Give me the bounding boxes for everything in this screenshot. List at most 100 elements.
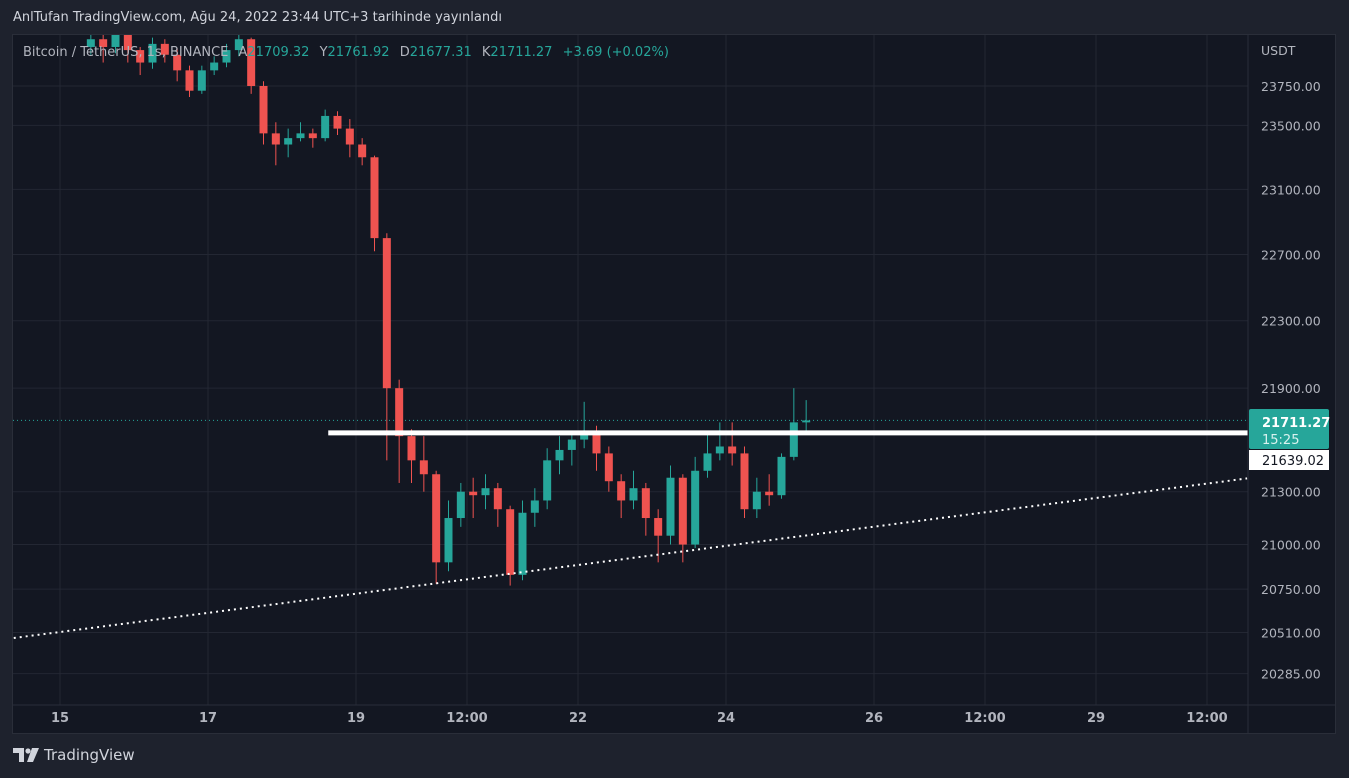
candle — [419, 436, 428, 492]
symbol-legend: Bitcoin / TetherUS, 1s, BINANCE A21709.3… — [23, 45, 669, 60]
candle — [284, 128, 293, 158]
line-price-tag — [1249, 450, 1329, 470]
last-price-tag — [1249, 409, 1329, 449]
candle-body — [123, 35, 132, 51]
candle — [530, 488, 539, 527]
candle-body — [382, 238, 391, 389]
candle — [111, 35, 120, 54]
candle — [666, 465, 675, 545]
candle — [456, 482, 465, 527]
candle — [259, 81, 268, 145]
candle-body — [604, 453, 613, 482]
currency-label: USDT — [1261, 43, 1296, 58]
candle-body — [148, 43, 157, 63]
candle-body — [86, 39, 95, 47]
candle-body — [419, 460, 428, 475]
candle-body — [740, 453, 749, 510]
candle — [432, 470, 441, 584]
candle-body — [99, 39, 108, 47]
candle — [765, 474, 774, 506]
time-tick-label: 12:00 — [446, 711, 487, 726]
candle-body — [666, 477, 675, 536]
price-tick-label: 21300.00 — [1261, 485, 1321, 500]
candle — [160, 39, 169, 63]
candle — [580, 401, 589, 449]
candle-body — [752, 491, 761, 510]
candle — [715, 422, 724, 461]
candle-body — [222, 50, 231, 63]
high-value: 21761.92 — [327, 45, 390, 60]
candle — [654, 509, 663, 563]
candle — [123, 35, 132, 63]
price-tick-label: 22700.00 — [1261, 247, 1321, 262]
candle — [308, 128, 317, 148]
candle-body — [481, 488, 490, 496]
trend-line — [13, 477, 1248, 639]
candle-body — [654, 518, 663, 536]
candle — [543, 448, 552, 510]
time-tick-label: 24 — [717, 711, 735, 726]
candle — [641, 482, 650, 536]
close-label: K — [481, 45, 491, 60]
candle — [506, 505, 515, 586]
candle-body — [789, 422, 798, 457]
candle-body — [407, 436, 416, 461]
change-value: +3.69 (+0.02%) — [562, 45, 669, 60]
candle — [197, 65, 206, 94]
time-tick-label: 26 — [865, 711, 883, 726]
candle-body — [728, 446, 737, 454]
candle-body — [555, 449, 564, 461]
price-tick-label: 21000.00 — [1261, 538, 1321, 553]
candle — [382, 233, 391, 461]
candles — [86, 35, 811, 586]
brand-name: TradingView — [44, 746, 135, 764]
candle-body — [592, 432, 601, 454]
tradingview-brand[interactable]: TradingView — [13, 746, 135, 764]
candle — [296, 122, 305, 142]
candle-body — [530, 500, 539, 513]
candle-body — [308, 133, 317, 139]
time-tick-label: 19 — [347, 711, 365, 726]
price-axis[interactable]: USDT 23750.00 23500.00 23100.00 22700.00 223… — [1261, 43, 1321, 682]
candle — [345, 119, 354, 158]
chart-pane[interactable] — [12, 34, 1336, 734]
candle-body — [271, 133, 280, 145]
price-tick-label: 21900.00 — [1261, 381, 1321, 396]
time-tick-label: 17 — [199, 711, 217, 726]
candle-body — [173, 54, 182, 71]
candle — [604, 446, 613, 492]
candle — [222, 43, 231, 68]
candle — [617, 474, 626, 519]
candle-body — [629, 488, 638, 501]
candle-body — [321, 115, 330, 139]
candle-body — [641, 488, 650, 519]
candle-body — [518, 512, 527, 575]
candle-body — [234, 39, 243, 51]
candle — [148, 37, 157, 69]
symbol-name[interactable]: Bitcoin / TetherUS, 1s, BINANCE — [23, 45, 229, 60]
tradingview-logo-icon — [13, 748, 39, 762]
candle-body — [345, 128, 354, 145]
candle — [444, 500, 453, 572]
candle-body — [370, 157, 379, 239]
open-value: 21709.32 — [247, 45, 310, 60]
high-label: Y — [319, 45, 328, 60]
price-tick-label: 23100.00 — [1261, 182, 1321, 197]
candle — [136, 46, 145, 76]
candle-body — [493, 488, 502, 510]
last-price-value: 21711.27 — [1262, 416, 1330, 431]
candle — [481, 474, 490, 510]
time-axis[interactable]: 15 17 19 12:00 22 24 26 12:00 29 12:00 — [51, 711, 1228, 726]
price-tick-label: 20510.00 — [1261, 626, 1321, 641]
candle — [234, 35, 243, 57]
candle-body — [333, 115, 342, 129]
time-tick-label: 29 — [1087, 711, 1105, 726]
close-value: 21711.27 — [490, 45, 553, 60]
candle — [678, 474, 687, 563]
price-tick-label: 20285.00 — [1261, 667, 1321, 682]
candle-body — [111, 35, 120, 47]
candle — [555, 436, 564, 475]
candle — [691, 456, 700, 549]
candle-body — [444, 518, 453, 563]
